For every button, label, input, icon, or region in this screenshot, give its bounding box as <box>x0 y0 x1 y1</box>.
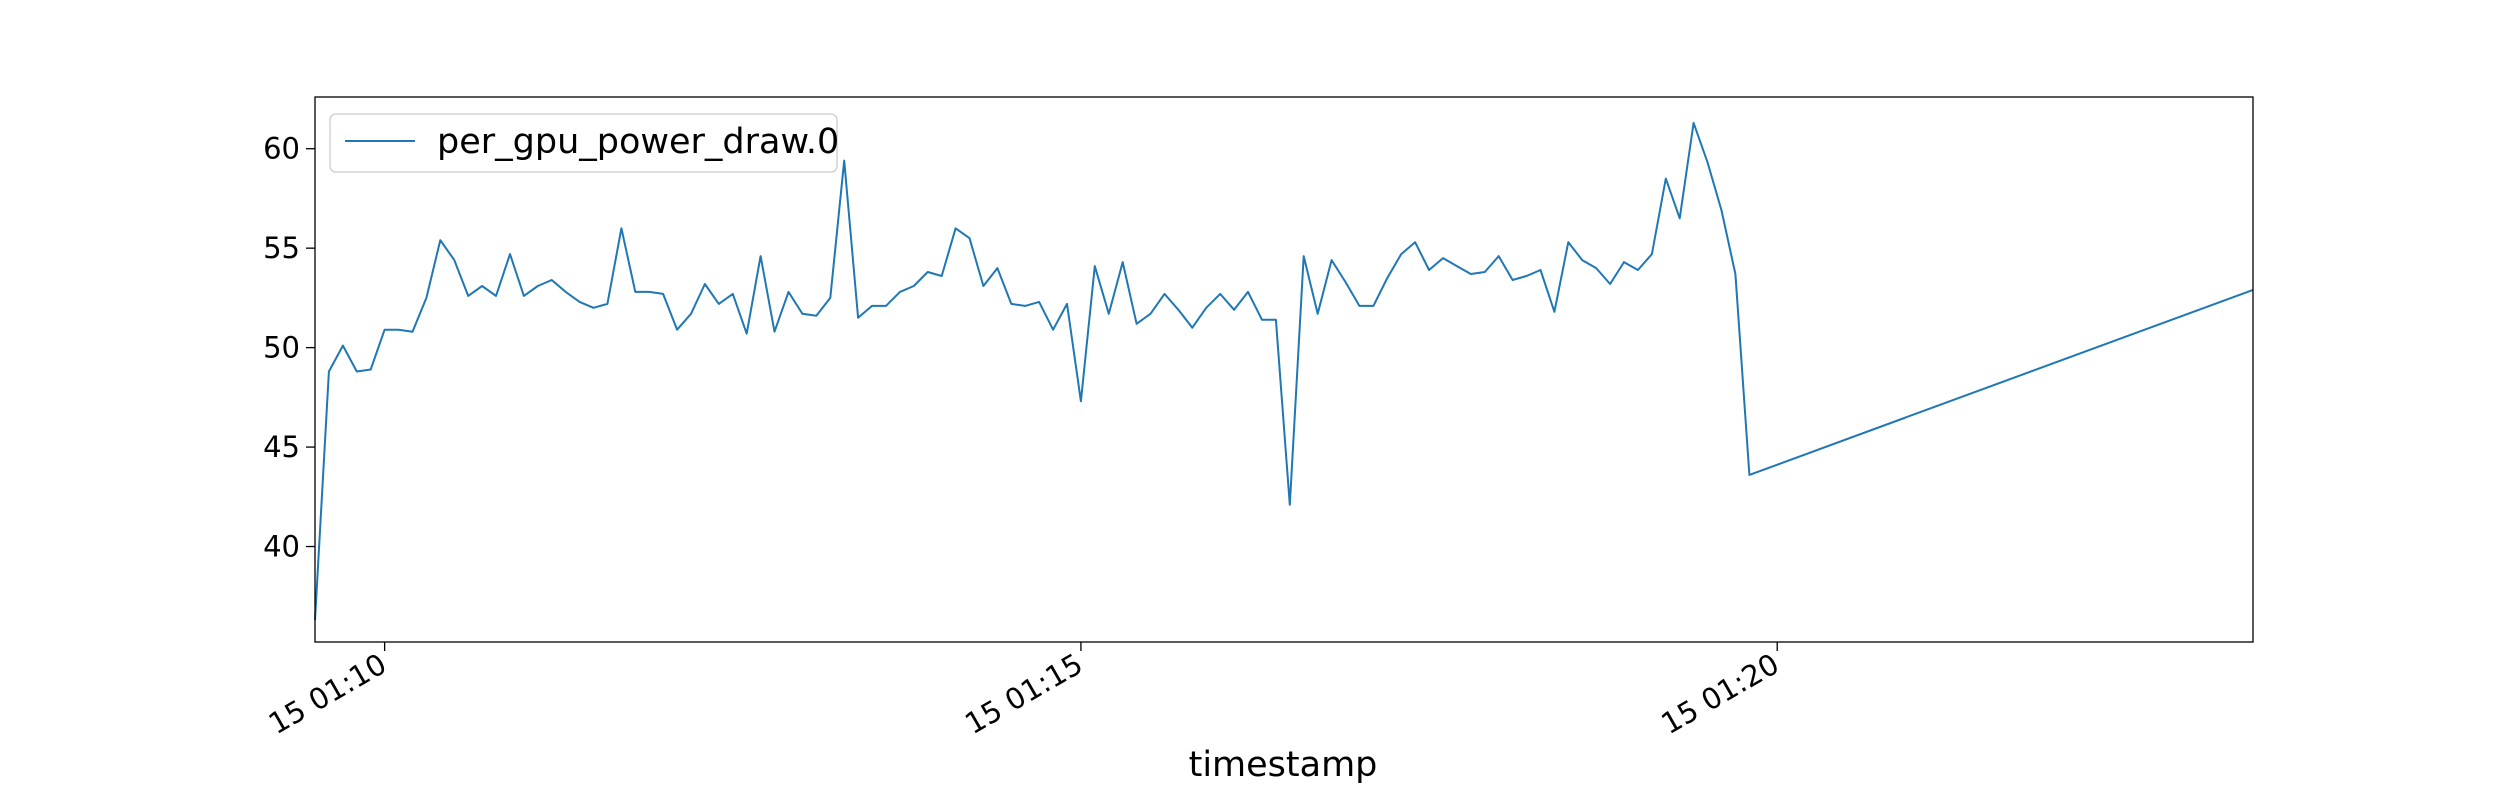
y-tick-label: 45 <box>263 430 300 464</box>
series-line-0 <box>314 121 2254 621</box>
x-tick-label: 15 01:10 <box>263 647 392 741</box>
x-tick-label: 15 01:15 <box>959 647 1088 741</box>
y-tick-label: 55 <box>263 231 300 265</box>
y-tick-label: 60 <box>263 132 300 166</box>
y-tick-label: 40 <box>263 530 300 564</box>
plot-frame <box>314 96 2254 643</box>
x-axis-title: timestamp <box>1189 745 1378 785</box>
legend-box <box>329 113 838 173</box>
legend-label: per_gpu_power_draw.0 <box>437 122 839 162</box>
x-tick-label: 15 01:20 <box>1655 647 1784 741</box>
y-axis: 40 45 50 55 60 <box>263 132 315 564</box>
plot-area <box>314 121 2254 621</box>
x-axis: 15 01:10 15 01:15 15 01:20 <box>263 642 1785 741</box>
legend: per_gpu_power_draw.0 <box>329 113 839 173</box>
y-tick-label: 50 <box>263 331 300 365</box>
